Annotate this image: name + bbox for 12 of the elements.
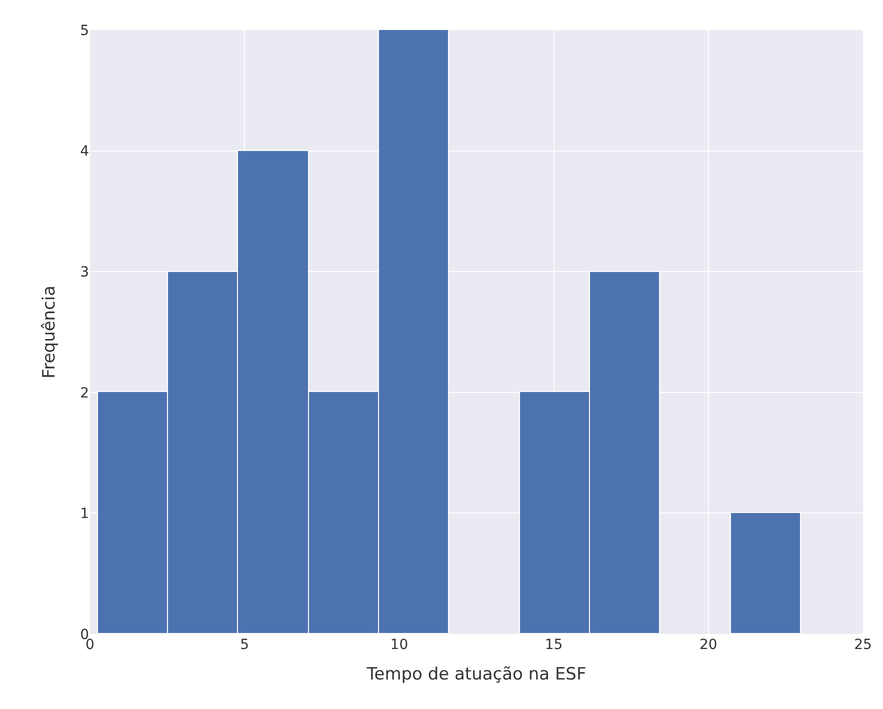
y-tick-label: 4 [80,144,90,160]
x-axis-title: Tempo de atuação na ESF [366,664,586,684]
x-tick-label: 20 [699,637,718,653]
y-axis-title: Frequência [40,286,60,378]
y-tick-label: 5 [80,22,89,39]
x-tick-label: 15 [544,637,563,653]
y-tick-label: 3 [80,264,89,280]
x-tick-label: 5 [240,637,250,653]
y-tick-label: 1 [80,506,89,522]
x-tick-label: 10 [390,637,408,653]
x-tick-label: 25 [854,637,872,653]
y-tick-label: 2 [80,385,89,402]
